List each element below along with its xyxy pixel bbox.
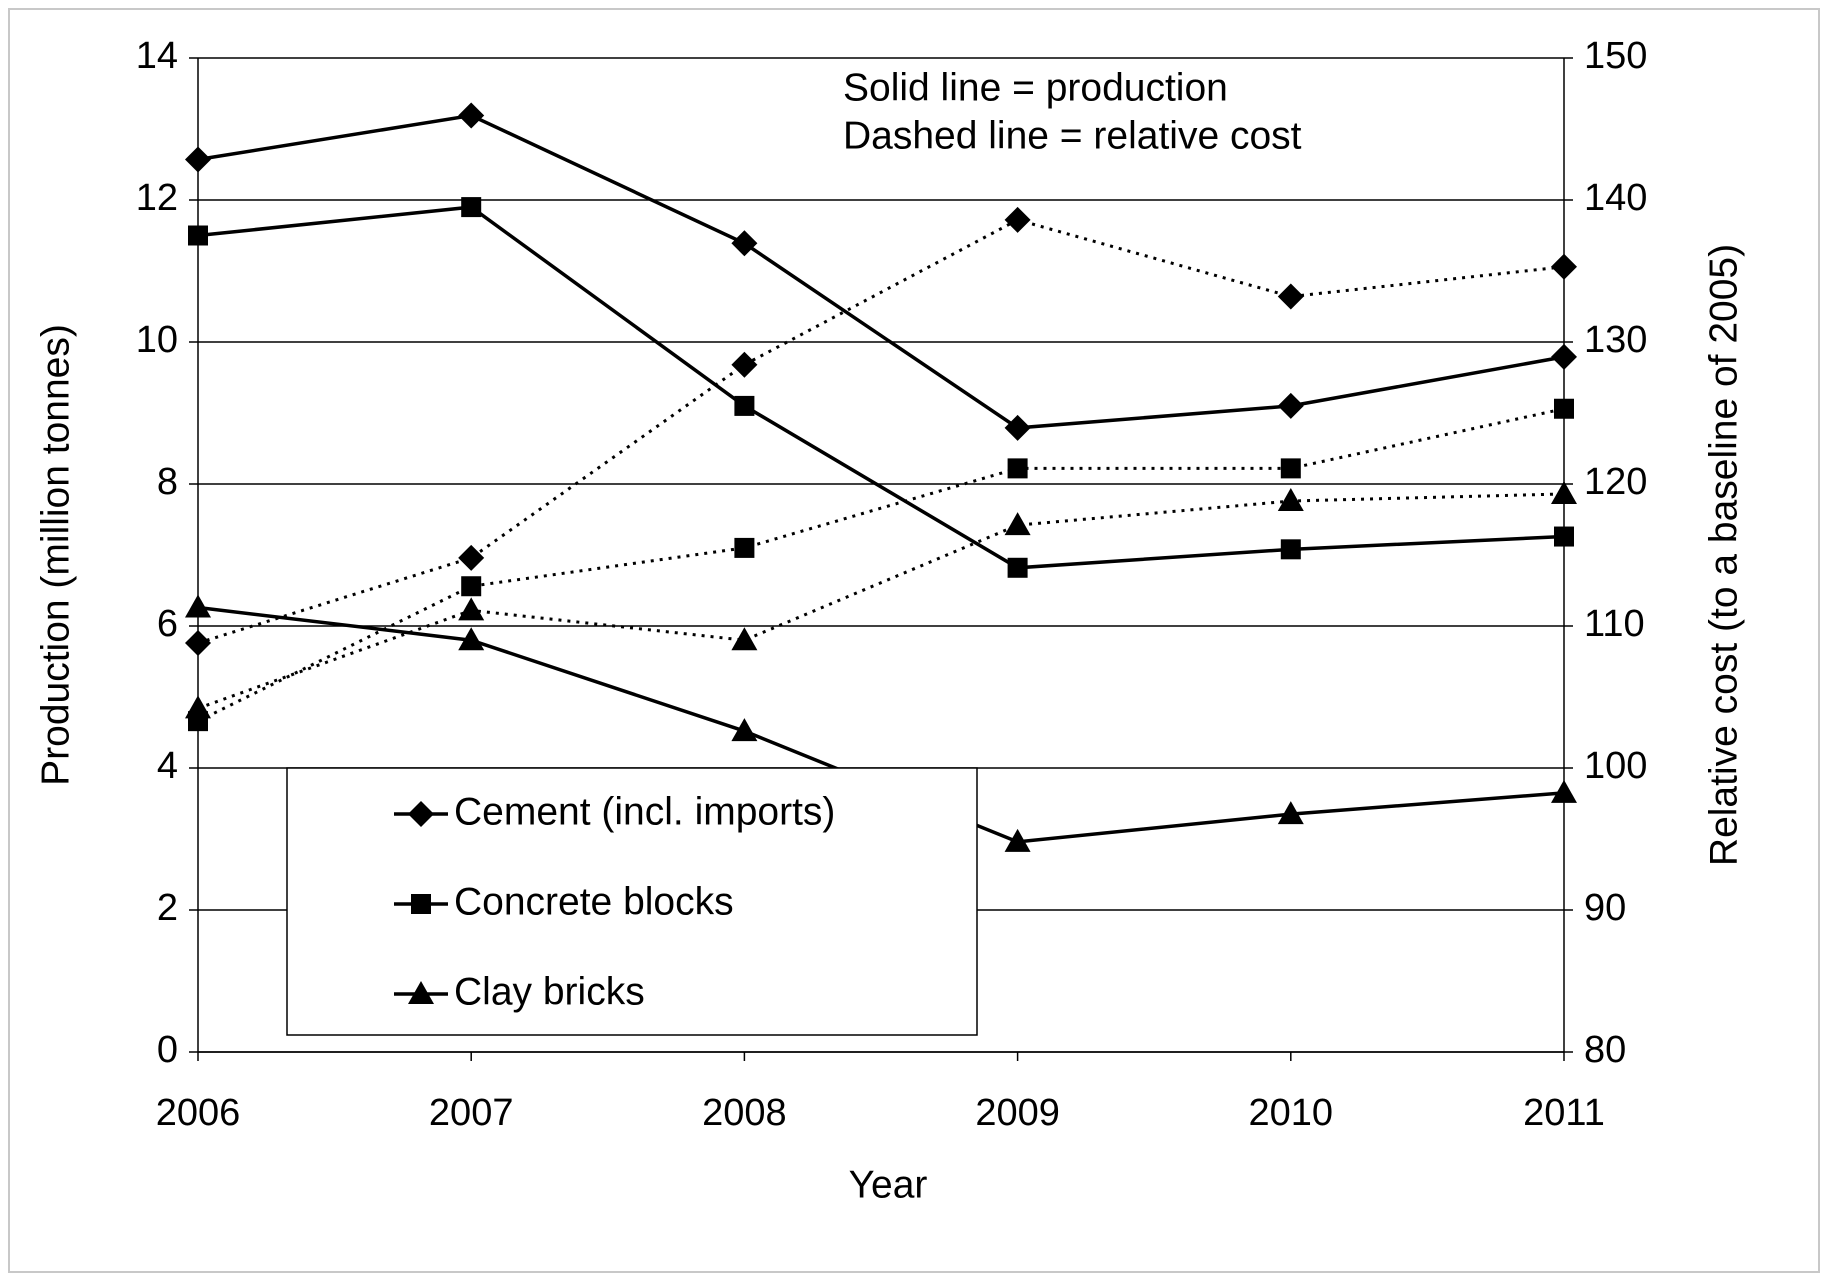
marker	[458, 102, 485, 129]
series-line	[197, 205, 1565, 570]
y2-tick-label: 100	[1584, 745, 1647, 787]
marker	[1004, 828, 1031, 852]
marker	[1004, 512, 1031, 536]
marker	[1277, 283, 1304, 310]
marker	[1551, 779, 1577, 803]
marker	[1007, 458, 1028, 479]
marker	[188, 225, 208, 246]
marker	[185, 695, 211, 719]
marker	[1554, 398, 1574, 419]
y-tick-label: 6	[157, 603, 178, 645]
x-tick-label: 2009	[975, 1092, 1060, 1134]
y-tick-label: 0	[157, 1029, 178, 1071]
x-tick-label: 2008	[702, 1092, 787, 1134]
y-tick-label: 12	[136, 177, 178, 219]
marker	[185, 594, 211, 618]
marker	[458, 544, 485, 571]
marker	[458, 627, 485, 651]
y2-tick-label: 150	[1584, 35, 1647, 77]
legend-label: Cement (incl. imports)	[454, 790, 835, 833]
marker	[461, 576, 482, 597]
marker	[1007, 557, 1028, 578]
marker	[1277, 488, 1304, 512]
series-line	[197, 113, 1565, 430]
legend-marker	[411, 894, 431, 914]
marker	[731, 627, 758, 651]
y2-tick-label: 110	[1584, 603, 1645, 645]
y2-axis-label: Relative cost (to a baseline of 2005)	[1702, 244, 1745, 866]
series-line	[197, 218, 1565, 645]
marker	[1551, 480, 1577, 504]
marker	[1280, 458, 1301, 479]
marker	[1004, 206, 1031, 233]
marker	[461, 197, 482, 218]
marker	[1554, 526, 1574, 547]
y2-tick-label: 140	[1584, 177, 1647, 219]
y2-tick-label: 80	[1584, 1029, 1626, 1071]
x-tick-label: 2006	[156, 1092, 241, 1134]
marker	[1280, 539, 1301, 560]
legend-marker	[408, 981, 434, 1004]
marker	[731, 718, 758, 742]
marker	[458, 597, 485, 621]
y-tick-label: 2	[157, 887, 178, 929]
legend-label: Clay bricks	[454, 970, 645, 1013]
marker	[185, 146, 211, 173]
marker	[731, 351, 758, 378]
y-tick-label: 14	[136, 35, 178, 77]
x-tick-label: 2007	[429, 1092, 514, 1134]
y2-tick-label: 130	[1584, 319, 1647, 361]
y-tick-label: 10	[136, 319, 178, 361]
y2-tick-label: 90	[1584, 887, 1626, 929]
y-tick-label: 4	[157, 745, 178, 787]
annotation: Solid line = production	[843, 66, 1228, 109]
marker	[734, 395, 755, 416]
y-axis-label: Production (million tonnes)	[34, 324, 77, 786]
marker	[1277, 801, 1304, 825]
x-axis-label: Year	[849, 1163, 928, 1206]
x-tick-label: 2011	[1523, 1092, 1605, 1134]
chart-frame	[8, 8, 1820, 1273]
legend-label: Concrete blocks	[454, 880, 734, 923]
y2-tick-label: 120	[1584, 461, 1647, 503]
series-line	[197, 407, 1565, 723]
legend-marker	[408, 801, 434, 827]
y-tick-label: 8	[157, 461, 178, 503]
marker	[734, 537, 755, 558]
series-line	[197, 492, 1565, 710]
annotation: Dashed line = relative cost	[843, 114, 1302, 157]
marker	[1004, 414, 1031, 441]
marker	[1551, 253, 1577, 280]
marker	[731, 230, 758, 257]
marker	[1551, 343, 1577, 370]
x-tick-label: 2010	[1249, 1092, 1334, 1134]
marker	[185, 630, 211, 657]
marker	[1277, 392, 1304, 419]
